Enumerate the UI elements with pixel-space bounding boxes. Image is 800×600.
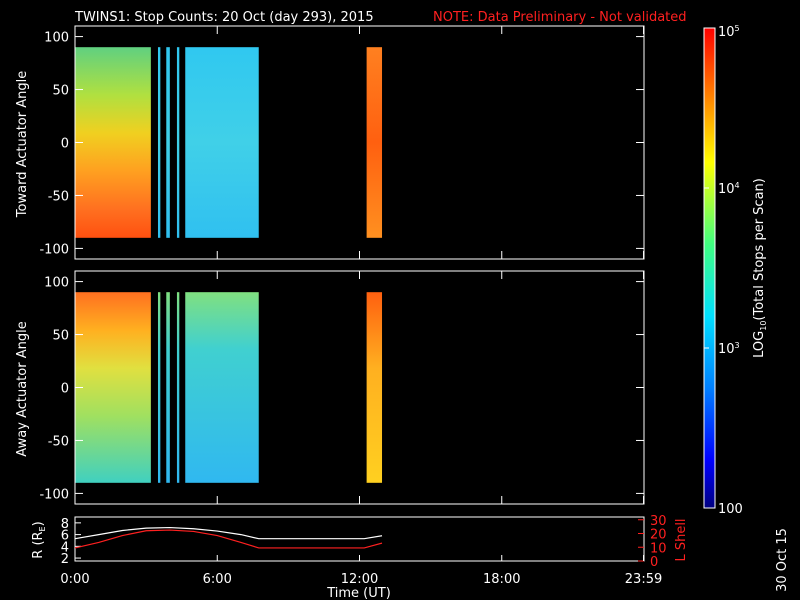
colorbar-tick-label: 105 (718, 24, 740, 40)
y-tick-label: 0 (61, 382, 69, 397)
colorbar-frame (703, 27, 716, 509)
heatmap-block (75, 47, 151, 238)
y-tick-label: 50 (52, 84, 69, 99)
heatmap-block (185, 47, 259, 238)
colorbar-tick-label: 104 (718, 181, 740, 197)
time-axis-label: Time (UT) (326, 586, 391, 600)
preliminary-note: NOTE: Data Preliminary - Not validated (433, 10, 687, 25)
date-stamp: 30 Oct 15 (775, 528, 790, 592)
y-tick-label: -100 (39, 242, 69, 257)
colorbar-ticks: 105 104 103 100 (704, 24, 743, 517)
lshell-axis-label: L Shell (674, 518, 689, 561)
figure-title: TWINS1: Stop Counts: 20 Oct (day 293), 2… (74, 10, 374, 25)
y-tick-label: 0 (61, 137, 69, 152)
colorbar: 105 104 103 100 LOG10(Total Stops per Scan) (703, 24, 768, 517)
colorbar-gradient (704, 28, 715, 508)
heatmap-block (157, 292, 161, 483)
r-tick-label: 2 (61, 552, 69, 567)
heatmap-block (366, 47, 383, 238)
away-panel: 100 50 0 -50 -100 Away Actuator Angle (15, 270, 645, 505)
toward-ylabel: Toward Actuator Angle (15, 71, 30, 218)
away-y-ticks: 100 50 0 -50 -100 (39, 271, 645, 504)
heatmap-block (185, 292, 259, 483)
y-tick-label: -50 (48, 434, 69, 449)
heatmap-block (366, 292, 383, 483)
r-axis-label: R (RE) (31, 521, 47, 558)
heatmap-block (176, 47, 180, 238)
colorbar-tick-label: 100 (718, 502, 743, 517)
y-tick-label: -50 (48, 189, 69, 204)
lshell-tick-label: 10 (650, 541, 667, 556)
toward-heatmap (75, 47, 383, 238)
r-tick-label: 6 (61, 529, 69, 544)
orbit-lines (74, 526, 383, 549)
away-ylabel: Away Actuator Angle (15, 321, 30, 456)
y-tick-label: 100 (44, 276, 69, 291)
toward-panel: 100 50 0 -50 -100 Toward Actuator Angle (15, 25, 645, 260)
heatmap-block (157, 47, 161, 238)
r-tick-label: 8 (61, 517, 69, 532)
heatmap-block (176, 292, 180, 483)
lshell-series-line (74, 529, 383, 549)
toward-y-ticks: 100 50 0 -50 -100 (39, 26, 645, 259)
lshell-tick-label: 0 (650, 555, 658, 570)
heatmap-block (75, 292, 151, 483)
away-heatmap (75, 292, 383, 483)
lshell-tick-label: 20 (650, 528, 667, 543)
y-tick-label: 100 (44, 31, 69, 46)
y-tick-label: -100 (39, 487, 69, 502)
colorbar-label: LOG10(Total Stops per Scan) (752, 178, 768, 358)
y-tick-label: 50 (52, 329, 69, 344)
r-tick-label: 4 (61, 540, 69, 555)
colorbar-tick-label: 103 (718, 341, 740, 357)
x-tick-label: 6:00 (203, 572, 232, 587)
x-tick-label: 12:00 (341, 572, 378, 587)
x-tick-label: 0:00 (60, 572, 89, 587)
heatmap-block (166, 47, 170, 238)
lshell-tick-label: 30 (650, 514, 667, 529)
heatmap-block (166, 292, 170, 483)
x-tick-label: 18:00 (483, 572, 520, 587)
r-series-line (74, 526, 383, 540)
x-tick-label: 23:59 (625, 572, 662, 587)
